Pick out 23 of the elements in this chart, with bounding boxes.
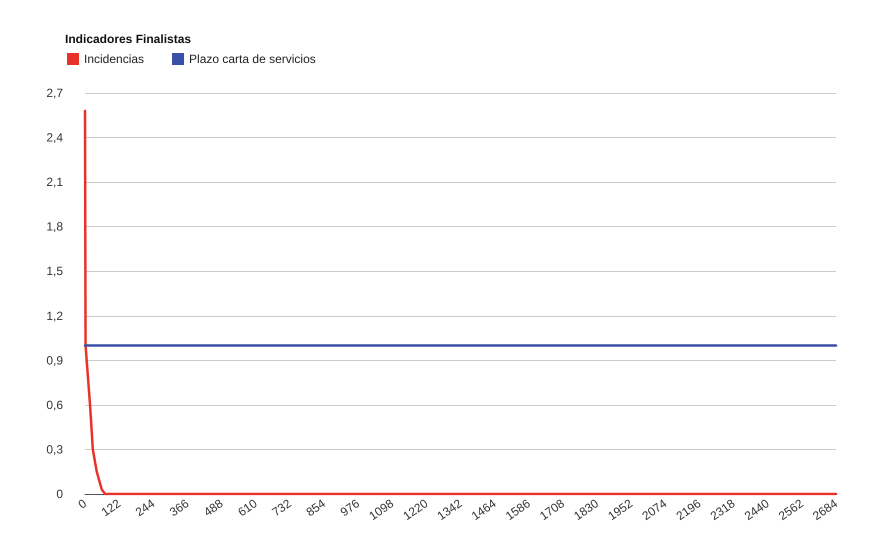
- x-tick-label: 488: [201, 496, 226, 520]
- legend-label: Plazo carta de servicios: [189, 52, 316, 66]
- x-tick-label: 244: [132, 496, 158, 520]
- y-tick-label: 0,3: [46, 442, 64, 456]
- x-tick-label: 610: [235, 496, 260, 520]
- y-tick-label: 2,4: [46, 130, 64, 145]
- y-tick-label: 1,5: [46, 264, 64, 278]
- x-tick-label: 976: [338, 496, 362, 520]
- y-tick-label: 1,8: [46, 220, 64, 234]
- x-tick-label: 0: [76, 496, 90, 512]
- y-tick-label: 0,9: [46, 353, 64, 368]
- y-tick-label: 0,6: [46, 398, 64, 412]
- y-tick-label: 2,7: [46, 86, 64, 100]
- x-tick-label: 122: [98, 496, 124, 520]
- x-tick-label: 732: [269, 496, 294, 520]
- y-tick-label: 2,1: [46, 175, 64, 190]
- x-tick-label: 854: [304, 496, 328, 520]
- y-tick-label: 0: [56, 487, 64, 501]
- line-series: [84, 110, 838, 496]
- legend-label: Incidencias: [84, 52, 144, 66]
- x-tick-label: 366: [166, 496, 192, 520]
- chart-title: Indicadores Finalistas: [65, 32, 192, 46]
- y-tick-label: 1,2: [46, 308, 64, 323]
